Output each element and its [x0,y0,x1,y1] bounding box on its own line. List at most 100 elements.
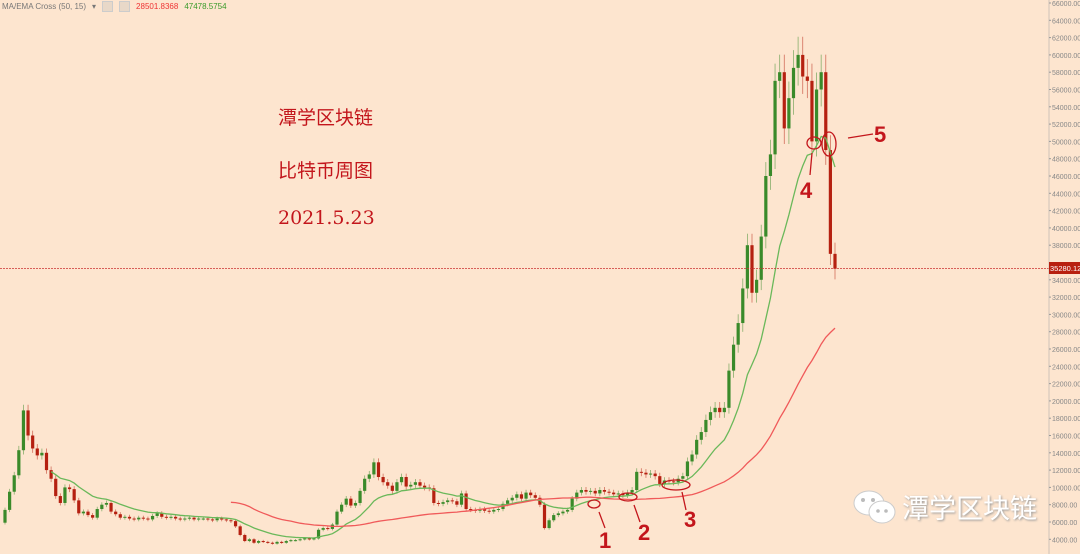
candle [72,489,76,501]
annotation-arrow-3 [681,491,687,511]
candle [335,511,339,525]
candle [298,539,302,541]
price-label-text: 35280.12 [1050,264,1080,273]
y-tick-label: 66000.00 [1052,1,1080,8]
candle [653,473,657,477]
candle [695,439,699,455]
candle [584,489,588,492]
candle [441,502,445,504]
y-tick-label: 4000.00 [1052,537,1077,544]
y-tick-label: 46000.00 [1052,174,1080,181]
annotation-circle-2 [618,492,638,502]
candle [381,477,385,483]
candle [40,452,44,456]
annotation-circle-1 [587,499,601,509]
candle [137,517,141,520]
candle [455,501,459,505]
annotation-label-1: 1 [599,528,612,553]
candle [54,478,58,497]
candle [685,461,690,477]
annotation-label-3: 3 [684,507,697,532]
candle [270,542,275,544]
candle [224,519,228,521]
price-label: 35280.12 [1049,262,1080,274]
candle [768,154,773,176]
candle [824,72,828,151]
watermark: 潭学区块链 [852,487,1037,526]
candle [289,540,293,542]
overlay-title: 潭学区块链 [278,107,374,129]
candle [91,515,95,518]
candle [183,518,187,520]
y-tick-label: 54000.00 [1052,105,1080,112]
candle [233,521,238,527]
candle [607,491,611,493]
candle [344,498,348,505]
y-tick-label: 26000.00 [1052,347,1080,354]
candle [275,541,279,544]
candle [35,448,39,456]
candle [215,518,219,521]
candle [399,477,404,483]
candle [423,485,427,488]
candle [819,72,823,90]
candle [773,80,777,155]
close-icon[interactable] [119,1,131,12]
candle [690,454,694,462]
annotation-label-2: 2 [638,520,651,545]
candle [731,344,736,371]
candle [192,517,196,520]
y-tick-label: 18000.00 [1052,416,1080,423]
y-tick-label: 48000.00 [1052,157,1080,164]
indicator-name: MA/EMA Cross (50, 15) [2,2,87,11]
candle [764,176,768,237]
candle [579,489,583,493]
y-tick-label: 16000.00 [1052,434,1080,441]
candle [736,323,740,345]
candle [487,510,491,512]
ema-line [50,135,836,539]
candle [787,98,791,129]
candle [612,492,616,495]
annotation-circle-3 [661,479,691,491]
candle [745,245,749,289]
y-tick-label: 12000.00 [1052,468,1080,475]
y-tick-label: 62000.00 [1052,36,1080,43]
chevron-down-icon[interactable]: ▾ [92,2,97,11]
candle [81,511,85,514]
candle [409,484,413,487]
candle [810,80,814,142]
candle [86,511,90,516]
y-tick-label: 58000.00 [1052,70,1080,77]
candles [3,36,837,545]
candle [718,407,722,413]
candle [284,541,288,543]
candle [44,452,49,471]
candle [358,490,362,503]
candle [164,516,168,518]
candle [713,407,717,413]
candle [197,518,201,520]
candle [63,487,67,503]
candle [303,538,307,540]
annotation-marks [587,131,874,529]
candle [625,492,630,496]
candle [570,498,574,510]
y-tick-label: 28000.00 [1052,330,1080,337]
candle [801,54,805,77]
annotation-circle-4 [806,136,822,150]
candle [312,538,316,540]
settings-icon[interactable] [102,1,114,12]
candle [160,513,164,517]
y-tick-label: 52000.00 [1052,122,1080,129]
annotation-label-5: 5 [874,122,887,147]
y-tick-label: 30000.00 [1052,312,1080,319]
candle [515,494,519,498]
candle [469,509,473,511]
candle [174,516,178,519]
candle [26,410,30,436]
annotation-label-4: 4 [800,178,813,203]
candle [261,541,265,543]
y-tick-label: 60000.00 [1052,53,1080,60]
